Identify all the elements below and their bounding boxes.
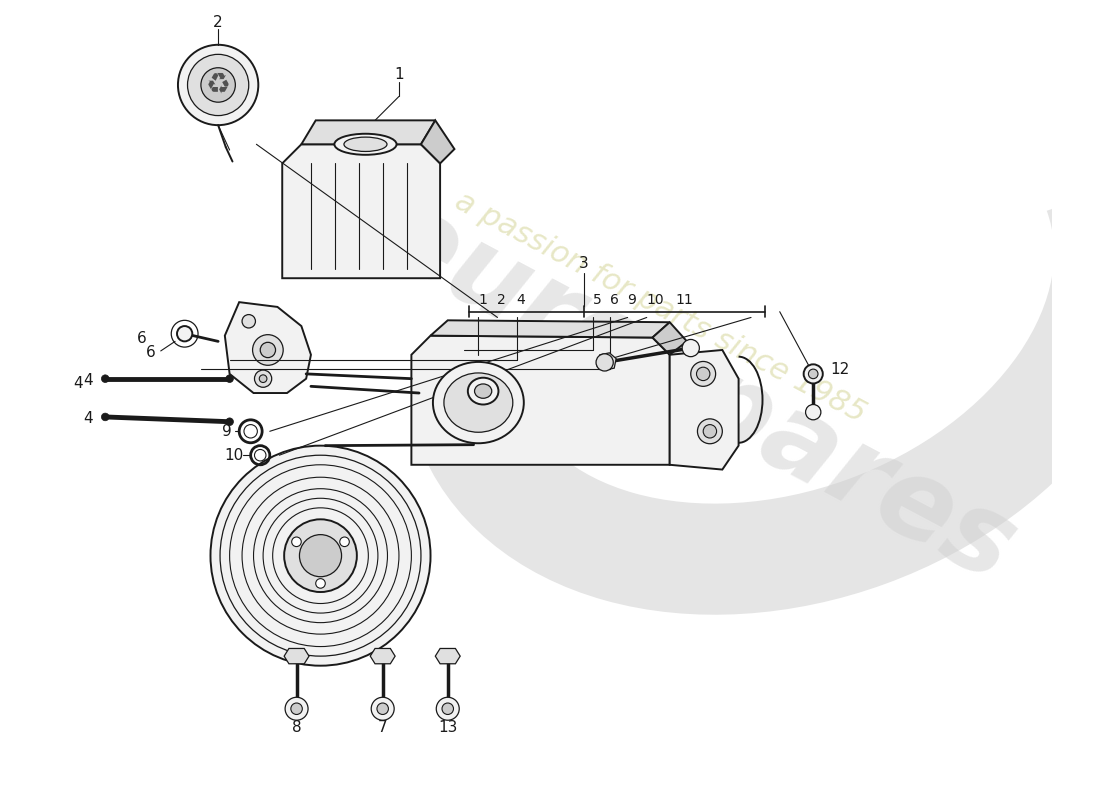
Text: 6: 6 [136, 331, 146, 346]
Polygon shape [284, 649, 309, 664]
Text: 11: 11 [675, 294, 693, 307]
Polygon shape [371, 649, 395, 664]
Text: 13: 13 [438, 720, 458, 735]
Circle shape [261, 342, 275, 358]
Text: 10: 10 [647, 294, 664, 307]
Circle shape [805, 405, 821, 420]
Circle shape [808, 369, 818, 378]
Text: 2: 2 [213, 15, 223, 30]
Text: 6: 6 [146, 346, 156, 360]
Circle shape [201, 68, 235, 102]
Circle shape [178, 45, 258, 125]
Text: 3: 3 [579, 256, 588, 271]
Circle shape [210, 446, 430, 666]
Text: 1: 1 [478, 294, 487, 307]
Circle shape [696, 367, 710, 381]
Text: 4: 4 [517, 294, 526, 307]
Text: 12: 12 [830, 362, 849, 377]
Circle shape [697, 419, 723, 444]
Circle shape [290, 703, 303, 714]
Circle shape [254, 370, 272, 387]
Ellipse shape [444, 373, 513, 432]
Polygon shape [411, 336, 670, 465]
Polygon shape [652, 322, 686, 354]
Circle shape [101, 375, 109, 382]
Text: 8: 8 [292, 720, 301, 735]
Circle shape [371, 698, 394, 720]
Circle shape [703, 425, 716, 438]
Ellipse shape [344, 137, 387, 151]
Circle shape [260, 375, 267, 382]
Circle shape [442, 703, 453, 714]
Circle shape [101, 413, 109, 421]
Text: 1: 1 [394, 67, 404, 82]
Circle shape [177, 326, 192, 342]
Polygon shape [436, 649, 460, 664]
Circle shape [299, 534, 342, 577]
Circle shape [285, 698, 308, 720]
Text: 5: 5 [593, 294, 602, 307]
Ellipse shape [334, 134, 397, 155]
Circle shape [691, 362, 716, 386]
Circle shape [682, 339, 700, 357]
Ellipse shape [468, 378, 498, 405]
Circle shape [437, 698, 459, 720]
Circle shape [316, 578, 326, 588]
Circle shape [254, 450, 266, 461]
Circle shape [292, 537, 301, 546]
Text: 6: 6 [610, 294, 619, 307]
Polygon shape [670, 350, 738, 470]
Text: 10: 10 [223, 448, 243, 462]
Ellipse shape [433, 362, 524, 443]
Polygon shape [597, 353, 616, 370]
Polygon shape [283, 144, 440, 278]
Circle shape [187, 54, 249, 115]
Circle shape [244, 425, 257, 438]
Text: 4: 4 [84, 411, 92, 426]
Text: 9: 9 [222, 424, 232, 438]
Ellipse shape [474, 384, 492, 398]
Circle shape [377, 703, 388, 714]
Text: ♻: ♻ [206, 71, 231, 99]
Circle shape [242, 314, 255, 328]
Text: eurospares: eurospares [363, 181, 1034, 605]
Polygon shape [421, 120, 454, 163]
Text: 4: 4 [74, 376, 84, 391]
Polygon shape [430, 320, 670, 338]
Text: 9: 9 [628, 294, 637, 307]
Text: 2: 2 [497, 294, 506, 307]
Polygon shape [301, 120, 436, 144]
Circle shape [253, 334, 283, 366]
Circle shape [340, 537, 350, 546]
Circle shape [226, 418, 233, 426]
Text: 7: 7 [378, 720, 387, 735]
Circle shape [596, 354, 614, 371]
Text: a passion for parts since 1985: a passion for parts since 1985 [450, 186, 870, 428]
Circle shape [284, 519, 356, 592]
Circle shape [804, 364, 823, 383]
Polygon shape [224, 302, 311, 393]
Text: 4: 4 [84, 373, 92, 388]
Circle shape [226, 375, 233, 382]
